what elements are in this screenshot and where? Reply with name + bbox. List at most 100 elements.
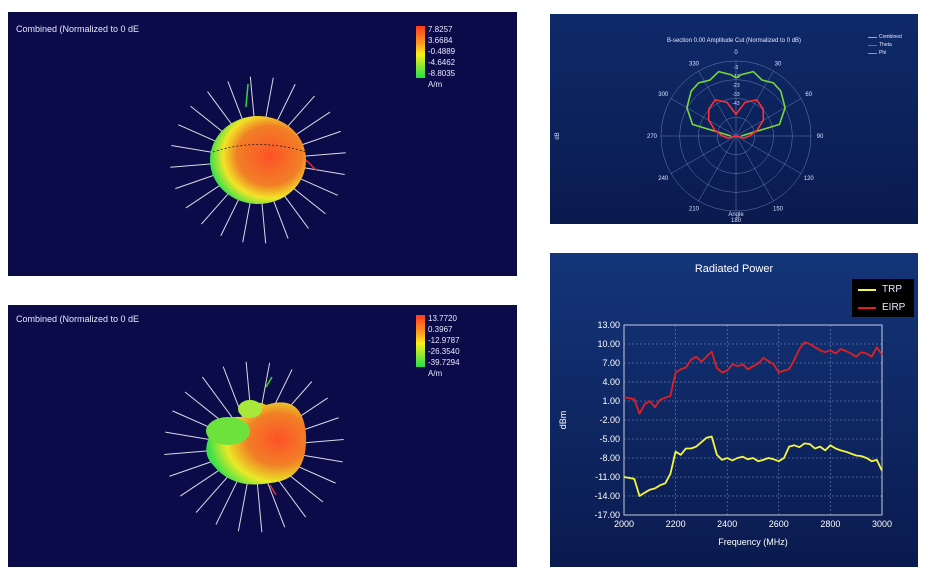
scale-label: 13.7720 [428,314,457,323]
color-scale-bar [416,315,425,367]
pattern-3d-bottom-panel: Combined (Normalized to 0 dE 13.7720 0.3… [8,305,517,567]
angle-tick-label: 150 [773,207,784,213]
legend-swatch [868,37,877,38]
legend-swatch [858,289,876,291]
y-axis-label: dBm [558,411,568,430]
radial-tick-label: -3 [734,65,739,71]
axis-marker-x [269,484,277,496]
pattern-3d-top-view [170,76,346,244]
legend-label: Phi [879,50,887,56]
legend-item: Theta [868,42,916,50]
angle-tick-label: 90 [817,134,824,140]
angle-tick-label: 270 [647,134,658,140]
scale-label: 7.8257 [428,25,453,34]
radial-tick-label: -23 [732,83,739,89]
axis-marker-z [245,83,249,108]
radiated-power-panel: 13.00 10.00 7.00 4.00 1.00 -2.00 -5.00 -8.00 -11… [550,253,918,567]
scale-unit: A/m [428,369,443,378]
y-tick-label: -17.00 [594,510,620,520]
pattern-3d-bottom-view [164,361,344,533]
legend-label: TRP [882,284,902,295]
legend-swatch [868,45,877,46]
legend-item: Combined [868,34,916,42]
chart-legend: Combined Theta Phi [868,34,916,58]
angle-tick-label: 180 [731,218,742,224]
angle-wheel-bottom [164,361,344,533]
x-axis-label: Angle [728,212,744,218]
polar-grid-spoke [735,135,774,202]
y-tick-label: -11.00 [595,472,620,482]
y-tick-label: 1.00 [602,396,620,406]
angle-tick-label: 210 [689,207,700,213]
x-tick-label: 3000 [872,519,892,529]
series-line-trp [623,435,883,497]
y-tick-label: 7.00 [602,358,620,368]
chart-title: Radiated Power [694,263,774,275]
x-tick-label: 2600 [769,519,789,529]
series-line-eirp [623,341,883,415]
polar-grid-spoke [698,135,737,202]
chart-legend: TRP EIRP [852,279,914,317]
axis-marker-x [305,159,317,171]
scale-label: 0.3967 [428,325,453,334]
angle-tick-label: 60 [805,92,812,98]
angle-tick-label: 330 [689,61,700,67]
legend-swatch [858,307,876,309]
y-tick-label: -2.00 [599,415,620,425]
wheel-spoke [237,474,250,532]
scale-label: -4.6462 [428,58,456,67]
axis-marker-z [265,376,273,388]
radial-tick-label: -33 [732,92,739,98]
y-tick-label: -5.00 [599,434,620,444]
wheel-spoke [201,376,238,424]
y-tick-label: 13.00 [597,320,620,330]
color-scale: 7.8257 3.6684 -0.4889 -4.6462 -8.8035 A/… [416,25,476,89]
polar-grid-spoke [670,98,737,137]
x-tick-label: 2800 [820,519,840,529]
angle-tick-label: 30 [775,61,782,67]
radiated-power-chart: 13.00 10.00 7.00 4.00 1.00 -2.00 -5.00 -8.00 -11… [558,320,892,547]
legend-swatch [868,53,877,54]
y-tick-label: -8.00 [599,453,620,463]
panel-title: Combined (Normalized to 0 dE [16,314,140,324]
legend-label: Theta [879,42,892,48]
scale-unit: A/m [428,80,443,89]
radial-tick-label: -43 [732,101,739,107]
angle-tick-label: 0 [734,50,738,56]
angle-tick-label: 120 [804,176,815,182]
pattern-3d-top-panel: Combined (Normalized to 0 dE 7.8257 3.66… [8,12,517,276]
y-tick-label: -14.00 [594,491,620,501]
legend-label: EIRP [882,302,906,313]
polar-grid-spoke [670,135,737,174]
color-scale-bar [416,26,425,78]
y-axis-label: dB [555,132,561,139]
color-scale: 13.7720 0.3967 -12.9787 -26.3540 -39.729… [416,314,478,378]
scale-label: -0.4889 [428,47,456,56]
wheel-spoke [256,475,263,533]
x-tick-label: 2200 [666,519,686,529]
legend-item: Phi [868,50,916,58]
x-tick-label: 2400 [717,519,737,529]
angle-tick-label: 300 [658,92,669,98]
legend-label: Combined [879,34,902,40]
polar-grid-spoke [735,135,802,174]
polar-chart: 0306090120150180210240270300330-3-13-23-… [555,50,824,224]
radiation-lobe-side [206,417,250,445]
legend-item: EIRP [852,299,914,317]
scale-label: 3.6684 [428,36,453,45]
series-line-combined [686,70,786,137]
x-tick-label: 2000 [614,519,634,529]
angle-tick-label: 240 [658,176,669,182]
scale-label: -8.8035 [428,69,456,78]
polar-chart-panel: 0 30 60 90 120 150 180 210 240 270 300 330 -3 -13 -23-… [550,14,918,224]
scale-label: -12.9787 [428,336,460,345]
y-tick-label: 4.00 [602,377,620,387]
polar-grid-spoke [735,98,802,137]
scale-label: -26.3540 [428,347,460,356]
x-axis-label: Frequency (MHz) [718,537,788,547]
legend-item: TRP [852,281,914,299]
y-tick-label: 10.00 [597,339,620,349]
panel-title: Combined (Normalized to 0 dE [16,24,140,34]
series-line-theta [707,99,765,140]
scale-label: -39.7294 [428,358,460,367]
